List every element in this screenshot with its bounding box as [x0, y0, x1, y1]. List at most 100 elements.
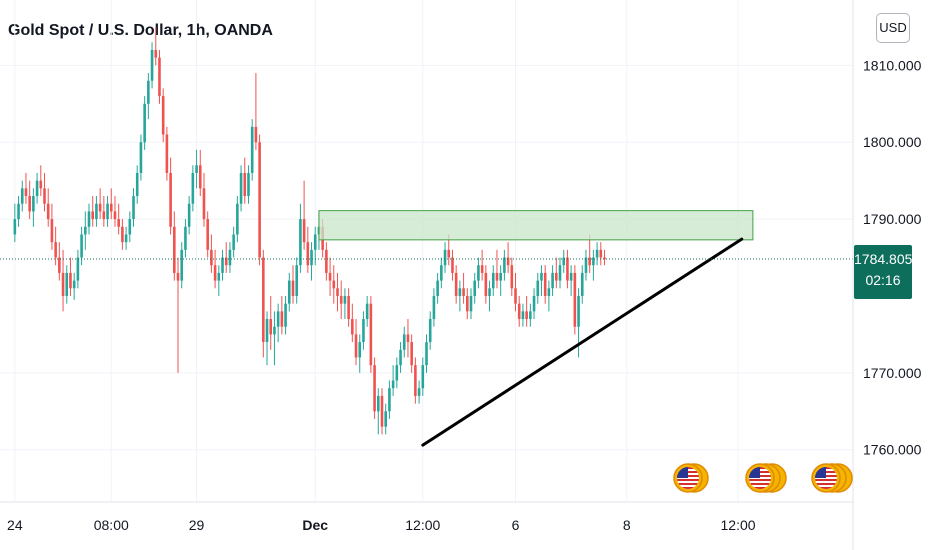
candle-body — [491, 272, 495, 289]
candle-body — [421, 365, 425, 389]
candle-body — [72, 280, 76, 289]
candle-body — [406, 334, 410, 343]
candle-body — [354, 334, 358, 358]
candle-body — [198, 165, 202, 189]
candle-body — [76, 257, 80, 281]
time-axis[interactable]: 24 08:00 29 Dec 12:00 6 8 12:00 — [7, 517, 756, 533]
candle-body — [180, 249, 184, 281]
candle-body — [480, 265, 484, 273]
candle-body — [517, 303, 521, 320]
candle-body — [451, 257, 454, 273]
candle-body — [191, 172, 195, 204]
candle-body — [124, 234, 128, 243]
candle-body — [299, 219, 302, 266]
candle-body — [347, 295, 350, 320]
candle-body — [595, 249, 599, 258]
candle-body — [247, 172, 250, 197]
candle-body — [525, 311, 528, 320]
us-flag-icon[interactable] — [745, 463, 787, 493]
candle-body — [262, 257, 265, 343]
candle-body — [310, 249, 313, 266]
candle-body — [61, 272, 65, 296]
price-axis[interactable]: 1760.000 1770.000 1790.000 1800.000 1810.000 — [863, 57, 922, 457]
candle-body — [410, 342, 413, 366]
candle-body — [499, 272, 502, 281]
candle-body — [236, 203, 239, 235]
economic-events[interactable] — [673, 463, 853, 493]
candle-body — [80, 234, 83, 258]
resistance-zone[interactable] — [318, 210, 754, 241]
candle-body — [43, 188, 46, 204]
candle-body — [58, 257, 61, 273]
candle-body — [428, 319, 432, 343]
candle-body — [46, 203, 50, 220]
candle-body — [540, 272, 543, 281]
candle-body — [39, 180, 43, 189]
candle-body — [202, 188, 206, 220]
candle-body — [65, 272, 69, 296]
candle-body — [210, 249, 213, 266]
candle-body — [169, 172, 172, 227]
candle-body — [265, 319, 269, 343]
candle-body — [577, 295, 580, 327]
candle-body — [332, 280, 336, 289]
us-flag-icon[interactable] — [811, 463, 853, 493]
candle-body — [135, 172, 139, 197]
candle-body — [95, 203, 98, 220]
flag-stripes — [677, 467, 699, 489]
candle-body — [258, 142, 261, 258]
candle-body — [465, 295, 469, 312]
candle-body — [158, 57, 161, 97]
candle-body — [113, 211, 117, 220]
candle-body — [13, 219, 17, 235]
last-price-value: 1784.805 — [854, 251, 913, 267]
candle-body — [339, 295, 343, 304]
candle-body — [603, 257, 606, 260]
candle-body — [269, 319, 273, 335]
candle-body — [458, 288, 462, 296]
ascending-trendline[interactable] — [421, 237, 744, 447]
candle-body — [280, 311, 284, 327]
candle-body — [599, 249, 603, 258]
candle-body — [484, 272, 488, 296]
candle-body — [454, 272, 458, 296]
time-tick-label: 24 — [7, 517, 23, 533]
candle-body — [87, 211, 91, 227]
candle-body — [302, 219, 306, 243]
candle-body — [35, 180, 39, 197]
candle-body — [206, 219, 209, 250]
candle-body — [495, 272, 499, 281]
flag-stripes — [815, 467, 837, 489]
candle-body — [395, 365, 399, 381]
candle-body — [425, 342, 428, 366]
currency-button[interactable]: USD — [876, 13, 910, 43]
candle-body — [555, 272, 558, 281]
candle-body — [147, 80, 150, 104]
candle-body — [106, 203, 109, 220]
time-tick-label: 29 — [189, 517, 205, 533]
candle-body — [128, 219, 132, 235]
candle-body — [514, 288, 517, 304]
candle-body — [117, 219, 120, 227]
candle-body — [254, 126, 258, 143]
candle-body — [436, 280, 439, 296]
candle-body — [121, 226, 124, 243]
candle-body — [109, 203, 113, 212]
candle-body — [558, 265, 562, 281]
candle-body — [440, 265, 443, 281]
candle-body — [384, 411, 388, 427]
candle-body — [217, 272, 221, 281]
candle-body — [462, 288, 465, 296]
price-tick-label: 1800.000 — [863, 134, 922, 150]
candle-body — [161, 96, 165, 135]
candle-body — [536, 280, 540, 296]
candle-body — [139, 142, 143, 173]
time-tick-label: 12:00 — [405, 517, 440, 533]
candle-body — [165, 134, 169, 173]
candle-body — [566, 257, 569, 281]
candle-body — [313, 234, 317, 250]
us-flag-icon[interactable] — [673, 463, 709, 493]
candle-body — [447, 249, 451, 258]
candle-body — [224, 257, 228, 266]
